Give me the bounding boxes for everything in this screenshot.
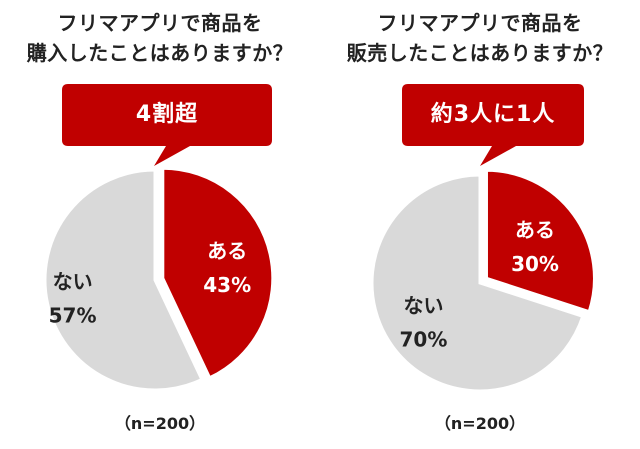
callout-box: 4割超 bbox=[62, 84, 272, 168]
slice-label: ある bbox=[515, 218, 555, 242]
slice-value-label: 70% bbox=[400, 327, 448, 351]
chart-title: フリマアプリで商品を 購入したことはありますか？ bbox=[0, 8, 320, 68]
slice-value-label: 43% bbox=[203, 273, 251, 297]
slice-value-label: 57% bbox=[49, 303, 97, 327]
slice-value-label: 30% bbox=[511, 252, 559, 276]
pie-chart-sell: ある 30% ない 70% bbox=[370, 168, 596, 393]
sample-size-label: （n=200） bbox=[434, 414, 526, 433]
pie-slice-no bbox=[43, 168, 204, 392]
callout-shape bbox=[402, 84, 584, 166]
slice-label: ない bbox=[53, 269, 93, 293]
callout-label: 4割超 bbox=[135, 102, 199, 127]
chart-panel-sell: フリマアプリで商品を 販売したことはありますか？ 約3人に1人 ある 30% ない 7… bbox=[320, 0, 640, 449]
callout-shape bbox=[62, 84, 272, 166]
pie-slice-yes bbox=[484, 168, 596, 314]
chart-title-line-1: フリマアプリで商品を bbox=[377, 11, 583, 35]
chart-title-line-2: 販売したことはありますか？ bbox=[346, 41, 614, 65]
callout-label: 約3人に1人 bbox=[430, 102, 556, 127]
chart-title-line-2: 購入したことはありますか？ bbox=[26, 41, 294, 65]
pie-chart-purchase: ある 43% ない 57% bbox=[43, 166, 275, 392]
slice-label: ある bbox=[207, 239, 247, 263]
pie-slice-yes bbox=[161, 166, 275, 380]
chart-panel-purchase: フリマアプリで商品を 購入したことはありますか？ 4割超 ある 43% ない 57% … bbox=[0, 8, 320, 433]
sample-size-label: （n=200） bbox=[114, 414, 206, 433]
chart-title-line-1: フリマアプリで商品を bbox=[57, 11, 263, 35]
chart-title: フリマアプリで商品を 販売したことはありますか？ bbox=[320, 8, 640, 68]
callout-box: 約3人に1人 bbox=[402, 84, 584, 168]
pie-slice-no bbox=[370, 173, 585, 393]
slice-label: ない bbox=[403, 293, 443, 317]
